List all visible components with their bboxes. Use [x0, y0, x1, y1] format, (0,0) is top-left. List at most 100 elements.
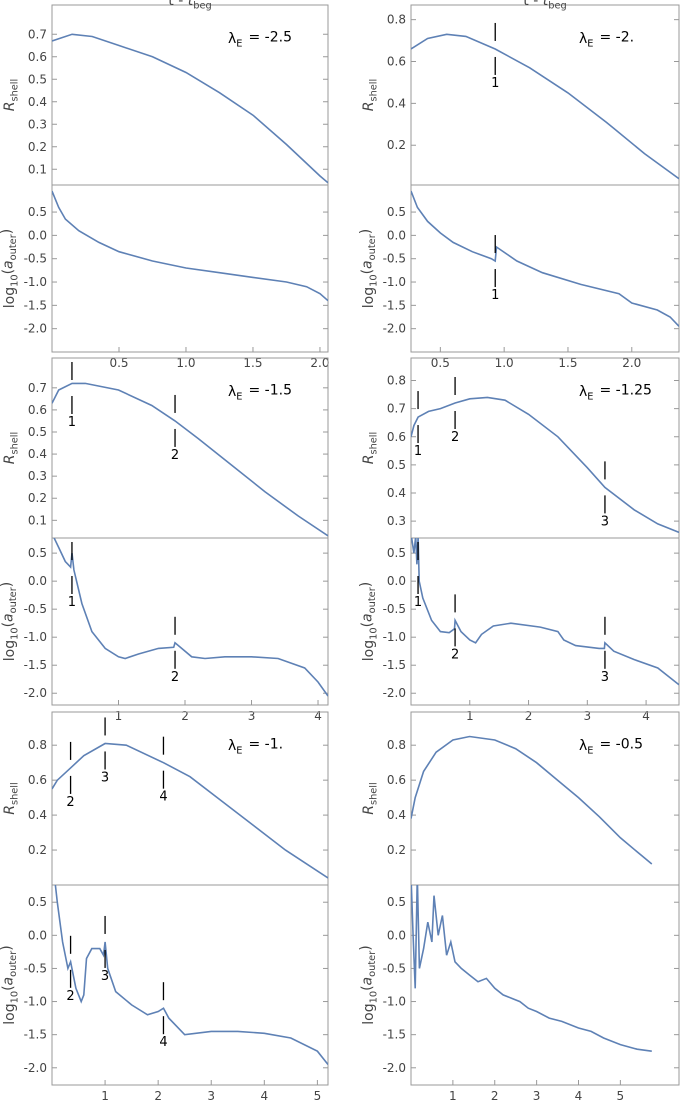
y-tick-label: 0.5	[387, 546, 406, 560]
label-part: )	[0, 582, 15, 587]
label-part: λ	[228, 738, 236, 754]
x-tick-label: 1	[101, 1089, 109, 1103]
y-tick-label: 0.4	[28, 95, 47, 109]
label-part: log	[361, 287, 377, 308]
label-part: shell	[9, 782, 20, 805]
marker-label: 1	[414, 595, 422, 610]
y-tick-label: -0.5	[383, 602, 406, 616]
label-part: R	[361, 455, 377, 465]
y-tick-label: -1.0	[24, 630, 47, 644]
y-tick-label: -0.5	[24, 252, 47, 266]
label-part: outer	[367, 586, 378, 613]
y-tick-label: 0.7	[28, 27, 47, 41]
data-line	[411, 885, 652, 1052]
marker-label: 4	[159, 1035, 167, 1050]
marker-label: 2	[66, 795, 74, 810]
label-part: outer	[367, 950, 378, 977]
label-part: (	[360, 269, 376, 274]
label-part: = -1.5	[249, 383, 293, 399]
label-part: = -0.5	[600, 737, 644, 753]
y-axis-label: log10(aouter)	[0, 945, 20, 1024]
x-tick-label: 3	[248, 709, 256, 723]
label-part: E	[236, 745, 242, 756]
y-tick-label: 0.5	[28, 205, 47, 219]
label-part: a	[360, 977, 376, 986]
y-axis-label: Rshell	[2, 79, 20, 112]
label-part: R	[2, 102, 18, 112]
frame	[410, 4, 680, 186]
x-tick-label: 1	[115, 709, 123, 723]
marker-label: 3	[101, 969, 109, 984]
y-tick-label: -0.5	[383, 252, 406, 266]
label-part: log	[2, 640, 18, 661]
x-tick-label: 1	[449, 1089, 457, 1103]
panel-label: λE = -1.5	[228, 383, 292, 403]
marker-label: 4	[159, 790, 167, 805]
frame	[51, 711, 329, 886]
y-tick-label: 0.8	[387, 374, 406, 388]
y-tick-label: -1.5	[383, 658, 406, 672]
label-part: 10	[9, 991, 20, 1003]
y-tick-label: 0.4	[28, 447, 47, 461]
marker-label: 1	[491, 288, 499, 303]
y-tick-label: -1.0	[383, 995, 406, 1009]
label-part: λ	[579, 738, 587, 754]
x-tick-label: 2	[525, 709, 533, 723]
y-tick-label: -0.5	[24, 961, 47, 975]
label-part: )	[0, 229, 15, 234]
y-tick-label: 0.5	[28, 895, 47, 909]
label-part: shell	[9, 432, 20, 455]
x-tick-label: 4	[575, 1089, 583, 1103]
frame	[51, 184, 329, 353]
frame	[410, 884, 680, 1086]
y-tick-label: 0.4	[387, 808, 406, 822]
x-tick-label: 1.5	[243, 356, 262, 370]
y-axis-label: Rshell	[2, 782, 20, 815]
frame	[51, 884, 329, 1086]
label-part: log	[2, 1003, 18, 1024]
y-tick-label: -1.0	[24, 275, 47, 289]
label-part: )	[358, 582, 374, 587]
y-tick-label: 0.0	[28, 928, 47, 942]
x-axis-label: t - tbeg	[523, 0, 566, 11]
label-part: )	[0, 945, 15, 950]
y-tick-label: 0.3	[28, 469, 47, 483]
marker-label: 1	[68, 415, 76, 430]
y-tick-label: 0.5	[387, 895, 406, 909]
y-tick-label: 0.8	[387, 13, 406, 27]
y-tick-label: 0.0	[387, 574, 406, 588]
y-tick-label: 0.5	[387, 205, 406, 219]
x-tick-label: 3	[207, 1089, 215, 1103]
data-line	[52, 33, 328, 184]
label-part: = -1.	[249, 737, 284, 753]
y-tick-label: 0.5	[28, 425, 47, 439]
x-tick-label: 5	[314, 1089, 322, 1103]
x-tick-label: 1.0	[495, 356, 514, 370]
label-part: a	[1, 977, 17, 986]
label-part: λ	[228, 31, 236, 47]
y-tick-label: 0.3	[28, 117, 47, 131]
label-part: (	[360, 985, 376, 990]
y-axis-label: log10(aouter)	[0, 229, 20, 308]
y-tick-label: -0.5	[24, 602, 47, 616]
label-part: t -	[168, 0, 187, 9]
marker-label: 2	[171, 670, 179, 685]
x-tick-label: 2	[181, 709, 189, 723]
label-part: shell	[368, 782, 379, 805]
y-tick-label: 0.6	[387, 430, 406, 444]
data-line	[411, 33, 679, 180]
panel-label: λE = -2.	[579, 30, 634, 50]
label-part: beg	[548, 0, 566, 11]
label-part: (	[1, 269, 17, 274]
label-part: = -1.25	[600, 383, 652, 399]
data-line	[411, 538, 679, 686]
y-tick-label: 0.0	[28, 574, 47, 588]
label-part: shell	[368, 79, 379, 102]
label-part: 10	[368, 274, 379, 286]
marker-label: 3	[601, 514, 609, 529]
x-tick-label: 1	[466, 709, 474, 723]
y-tick-label: 0.7	[28, 381, 47, 395]
